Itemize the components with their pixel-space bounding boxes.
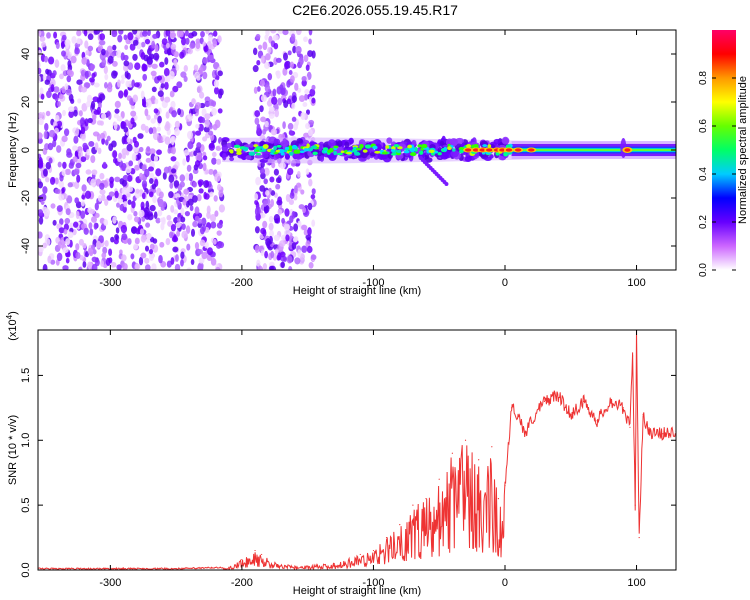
bottom-x-tick-label: -100 [362, 577, 384, 589]
snr-point [543, 400, 546, 402]
snr-point [570, 413, 572, 415]
snr-point [510, 407, 513, 409]
top-x-tick-label: 100 [627, 277, 645, 289]
top-y-tick-label: 0 [20, 147, 32, 153]
snr-point [504, 485, 506, 487]
bottom-plot-frame [37, 329, 677, 571]
top-y-tick-label: 40 [20, 48, 32, 60]
colorbar-tick-label: 0.0 [698, 263, 709, 277]
snr-point [372, 549, 375, 552]
snr-point [596, 420, 598, 422]
bottom-x-tick-label: -200 [231, 577, 253, 589]
snr-point [631, 355, 634, 357]
snr-point [478, 459, 480, 461]
colorbar-tick-label: 0.8 [698, 71, 709, 85]
snr-point [497, 498, 500, 500]
top-y-axis-label: Frequency (Hz) [7, 112, 19, 188]
snr-point [425, 498, 427, 500]
snr-point [583, 400, 585, 402]
signal-band [219, 135, 676, 186]
snr-point [412, 504, 414, 506]
colorbar-label: Normalized spectral amplitude [737, 76, 749, 224]
snr-point [261, 553, 263, 556]
colorbar-tick-label: 0.6 [698, 119, 709, 133]
snr-point [274, 561, 276, 563]
top-x-tick-label: -300 [99, 277, 121, 289]
snr-point [228, 566, 230, 569]
y-multiplier-label: (x104) [5, 311, 19, 341]
colorbar-tick-label: 0.4 [698, 167, 709, 181]
top-x-tick-label: -200 [231, 277, 253, 289]
snr-series [38, 330, 676, 570]
snr-point [359, 553, 361, 556]
snr-point [399, 523, 401, 526]
bottom-x-axis-label: Height of straight line (km) [293, 585, 421, 597]
chart-title: C2E6.2026.055.19.45.R17 [292, 2, 458, 18]
noise-region-0 [38, 30, 225, 270]
snr-point [517, 413, 519, 415]
snr-point [662, 433, 664, 435]
snr-point [385, 536, 388, 539]
snr-point [642, 413, 644, 415]
colorbar [712, 30, 736, 270]
spectrogram-image [38, 30, 676, 270]
snr-point [524, 433, 526, 435]
snr-point [451, 452, 453, 454]
top-x-axis-label: Height of straight line (km) [293, 285, 421, 297]
snr-point [609, 400, 611, 402]
bottom-y-tick-label: 0.0 [20, 562, 32, 577]
snr-point [254, 549, 256, 552]
snr-point [293, 565, 296, 567]
top-y-tick-label: -40 [20, 238, 32, 254]
snr-point [464, 439, 467, 441]
top-y-tick-label: 20 [20, 96, 32, 108]
snr-point [649, 433, 651, 435]
snr-point [530, 420, 532, 422]
snr-point [333, 562, 335, 565]
bottom-y-tick-label: 1.0 [20, 433, 32, 448]
snr-point [491, 446, 493, 448]
snr-point [557, 394, 559, 396]
bottom-x-tick-label: 0 [502, 577, 508, 589]
bottom-y-axis-label: SNR (10 * v/v) [7, 415, 19, 485]
snr-point [634, 504, 636, 506]
bottom-x-tick-label: -300 [99, 577, 121, 589]
bottom-x-tick-label: 100 [627, 577, 645, 589]
snr-point [175, 568, 177, 570]
snr-point [438, 478, 440, 480]
top-x-tick-label: 0 [502, 277, 508, 289]
top-x-tick-label: -100 [362, 277, 384, 289]
colorbar-tick-label: 0.2 [698, 215, 709, 229]
snr-point [638, 536, 640, 539]
bottom-y-tick-label: 1.5 [20, 368, 32, 383]
bottom-y-tick-label: 0.5 [20, 497, 32, 512]
snr-line [38, 330, 676, 570]
snr-point [629, 426, 631, 428]
snr-point [241, 559, 243, 561]
top-y-tick-label: -20 [20, 190, 32, 206]
snr-point [622, 407, 624, 409]
